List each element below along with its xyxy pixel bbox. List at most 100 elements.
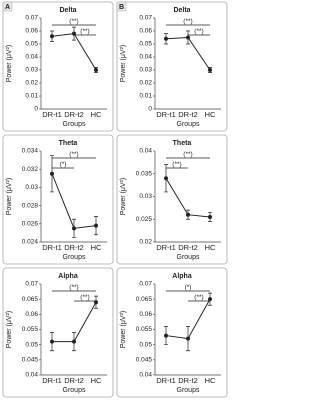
significance-label: (**) <box>80 294 89 301</box>
data-point <box>72 339 76 344</box>
y-tick-label: 0.04 <box>25 54 38 61</box>
y-tick-label: 0.025 <box>136 216 153 223</box>
figure: A Delta 0 0.01 0.02 0.03 0.04 0.05 0.06 0.07 Power… <box>2 1 228 398</box>
y-tick-label: 0.04 <box>139 148 152 155</box>
y-tick-label: 0.06 <box>139 28 152 35</box>
x-tick-label: DR-t2 <box>64 110 84 119</box>
significance-label: (**) <box>69 284 78 291</box>
x-tick-label: DR-t2 <box>178 376 198 385</box>
y-tick-label: 0.065 <box>22 296 39 303</box>
y-axis-label: Power (μV²) <box>6 178 13 215</box>
panel-frame <box>2 267 114 398</box>
y-tick-label: 0 <box>148 106 152 113</box>
y-tick-label: 0.02 <box>25 80 38 87</box>
x-axis-label: Groups <box>63 254 86 261</box>
y-tick-label: 0.028 <box>22 202 39 209</box>
x-tick-label: DR-t2 <box>64 243 84 252</box>
x-tick-label: DR-t2 <box>64 376 84 385</box>
y-tick-label: 0.06 <box>25 311 38 318</box>
y-tick-label: 0.065 <box>136 296 153 303</box>
y-axis-label: Power (μV²) <box>120 45 127 82</box>
data-point <box>164 333 168 338</box>
y-tick-label: 0.01 <box>25 93 38 100</box>
panel-label: B <box>119 4 124 11</box>
x-tick-label: HC <box>91 376 102 385</box>
chart-title: Delta <box>59 7 76 14</box>
x-axis-label: Groups <box>177 387 200 394</box>
data-point <box>72 226 76 231</box>
panel-frame <box>2 1 114 132</box>
panel-label-box <box>2 1 13 12</box>
significance-label: (*) <box>185 284 192 291</box>
x-axis-label: Groups <box>63 387 86 394</box>
data-point <box>94 68 98 72</box>
y-axis-label: Power (μV²) <box>120 311 127 348</box>
data-point <box>72 31 76 36</box>
y-tick-label: 0.034 <box>22 148 39 155</box>
significance-label: (**) <box>69 18 78 25</box>
data-point <box>186 212 190 217</box>
significance-label: (**) <box>80 28 89 35</box>
x-axis-label: Groups <box>177 254 200 261</box>
data-point <box>208 68 212 72</box>
chart-title: Theta <box>59 140 78 147</box>
x-axis-label: Groups <box>63 121 86 128</box>
x-tick-label: DR-t1 <box>42 376 62 385</box>
y-tick-label: 0.03 <box>25 184 38 191</box>
x-tick-label: HC <box>205 243 216 252</box>
x-tick-label: DR-t1 <box>42 110 62 119</box>
y-tick-label: 0.07 <box>25 281 38 288</box>
x-tick-label: DR-t1 <box>42 243 62 252</box>
significance-label: (**) <box>183 151 192 158</box>
y-tick-label: 0.01 <box>139 93 152 100</box>
data-point <box>186 336 190 341</box>
chart-title: Alpha <box>58 273 78 280</box>
x-tick-label: HC <box>91 243 102 252</box>
x-tick-label: DR-t1 <box>156 243 176 252</box>
data-point <box>164 36 168 41</box>
data-point <box>94 223 98 228</box>
panel-frame <box>2 134 114 265</box>
y-tick-label: 0.03 <box>25 67 38 74</box>
significance-label: (**) <box>183 18 192 25</box>
y-tick-label: 0.032 <box>22 166 39 173</box>
data-point <box>50 34 54 39</box>
y-tick-label: 0.03 <box>139 193 152 200</box>
y-tick-label: 0.03 <box>139 67 152 74</box>
x-tick-label: DR-t1 <box>156 376 176 385</box>
y-tick-label: 0.045 <box>22 357 39 364</box>
y-tick-label: 0.045 <box>136 357 153 364</box>
y-axis-label: Power (μV²) <box>120 178 127 215</box>
y-tick-label: 0.07 <box>139 15 152 22</box>
significance-label: (**) <box>194 294 203 301</box>
data-point <box>208 214 212 219</box>
x-tick-label: DR-t2 <box>178 110 198 119</box>
x-axis-label: Groups <box>177 121 200 128</box>
chart-title: Delta <box>173 7 190 14</box>
panel-label: A <box>5 4 10 11</box>
y-tick-label: 0.07 <box>139 281 152 288</box>
y-axis-label: Power (μV²) <box>6 311 13 348</box>
y-tick-label: 0.04 <box>139 372 152 379</box>
y-tick-label: 0.02 <box>139 80 152 87</box>
panel-frame <box>116 267 228 398</box>
y-tick-label: 0.05 <box>139 41 152 48</box>
data-point <box>50 171 54 176</box>
y-tick-label: 0.04 <box>139 54 152 61</box>
y-tick-label: 0.04 <box>25 372 38 379</box>
y-tick-label: 0.07 <box>25 15 38 22</box>
data-point <box>50 339 54 344</box>
panel-frame <box>116 1 228 132</box>
x-tick-label: HC <box>205 110 216 119</box>
y-tick-label: 0.05 <box>25 341 38 348</box>
x-tick-label: HC <box>205 376 216 385</box>
panel-label-box <box>116 1 127 12</box>
panel-frame <box>116 134 228 265</box>
significance-label: (**) <box>194 28 203 35</box>
data-point <box>186 35 190 40</box>
y-tick-label: 0.05 <box>139 341 152 348</box>
x-tick-label: DR-t1 <box>156 110 176 119</box>
y-tick-label: 0.024 <box>22 239 39 246</box>
y-tick-label: 0.026 <box>22 221 39 228</box>
